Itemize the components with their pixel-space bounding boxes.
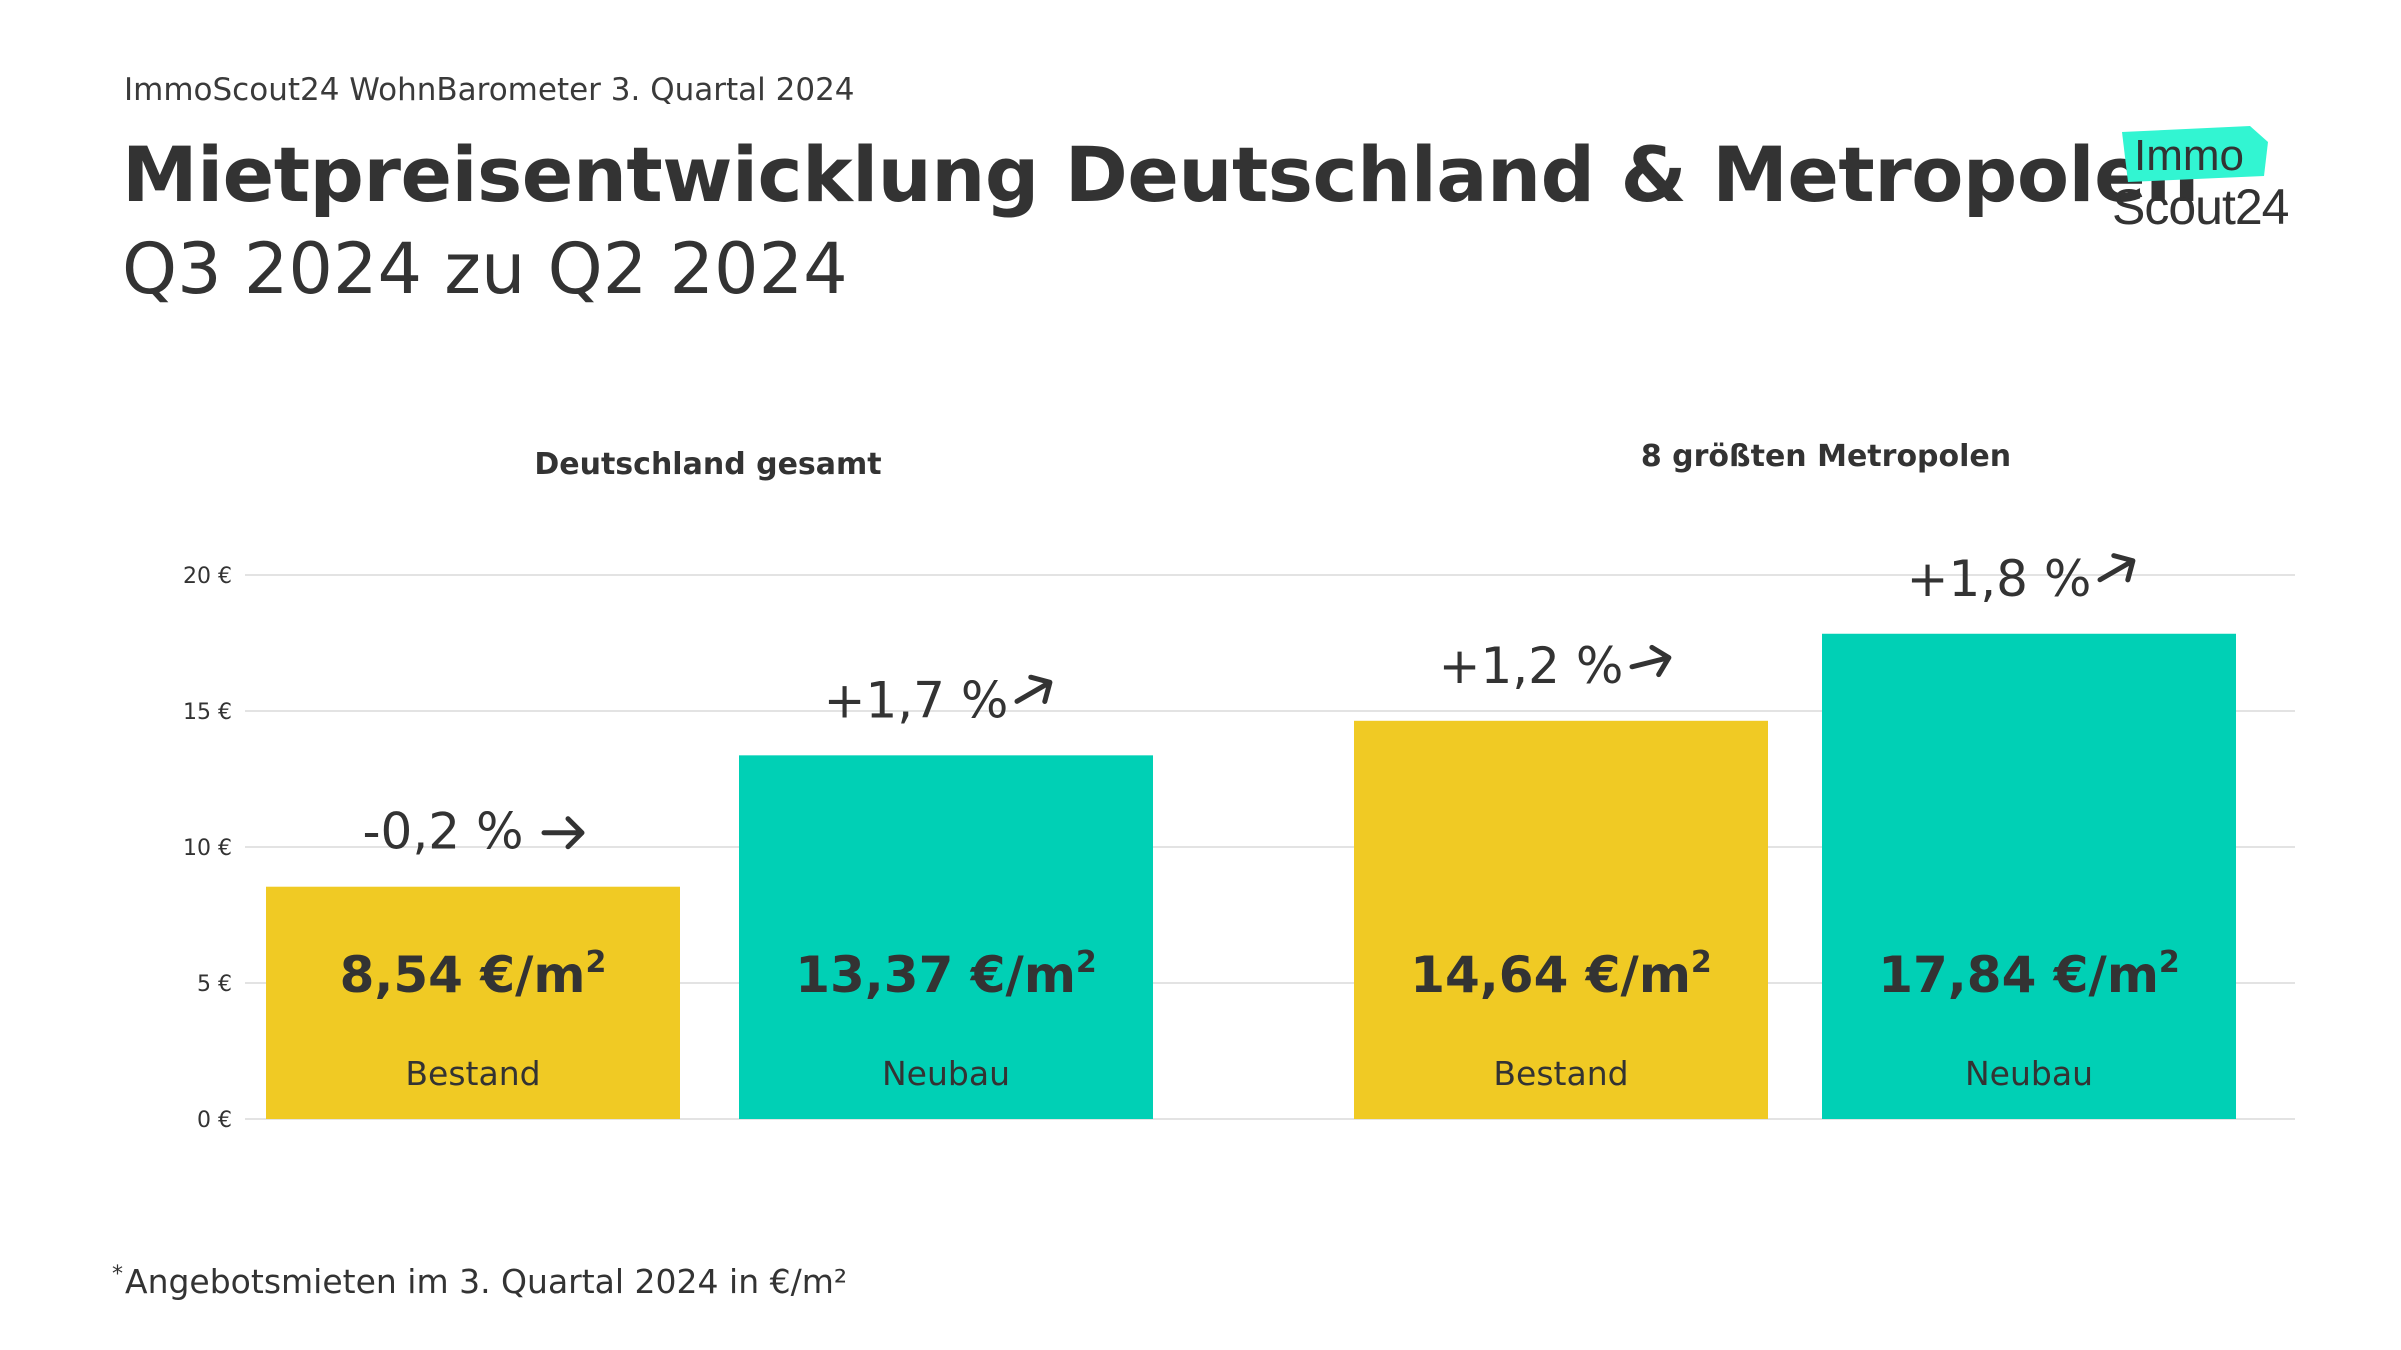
logo-text-scout24: Scout24: [2112, 179, 2289, 235]
bar: [739, 755, 1153, 1119]
group-title: Deutschland gesamt: [534, 447, 881, 482]
y-tick-label: 15 €: [183, 700, 232, 725]
y-tick-label: 20 €: [183, 564, 232, 589]
footnote: *Angebotsmieten im 3. Quartal 2024 in €/…: [112, 1262, 847, 1301]
group-title: 8 größten Metropolen: [1641, 439, 2011, 474]
y-tick-label: 5 €: [197, 972, 232, 997]
bar: [1822, 633, 2236, 1119]
change-label: -0,2 %: [363, 803, 524, 861]
category-label: Neubau: [882, 1054, 1010, 1093]
page-subtitle: Q3 2024 zu Q2 2024: [122, 228, 848, 310]
category-label: Bestand: [1493, 1054, 1628, 1093]
arrow-icon: [541, 816, 585, 850]
arrow-icon-path: [541, 816, 585, 850]
footnote-text: Angebotsmieten im 3. Quartal 2024 in €/m…: [125, 1262, 848, 1301]
arrow-icon: [2097, 553, 2136, 583]
logo-accent-shape: [2122, 126, 2268, 182]
bar-value-label: 17,84 €/m2: [1878, 945, 2180, 1004]
bar-value-label: 8,54 €/m2: [340, 945, 607, 1004]
arrow-icon-path: [1014, 674, 1053, 704]
footnote-marker: *: [112, 1262, 123, 1287]
y-tick-label: 0 €: [197, 1108, 232, 1133]
category-label: Bestand: [405, 1054, 540, 1093]
arrow-icon: [1629, 644, 1672, 678]
immoscout24-logo: Immo Scout24: [2112, 126, 2290, 235]
change-label: +1,8 %: [1907, 550, 2092, 608]
supertitle: ImmoScout24 WohnBarometer 3. Quartal 202…: [124, 72, 855, 108]
logo-text-immo: Immo: [2134, 131, 2244, 180]
arrow-icon-path: [1629, 644, 1672, 678]
bar: [1354, 720, 1768, 1119]
category-label: Neubau: [1965, 1054, 2093, 1093]
bar-value-label: 14,64 €/m2: [1410, 945, 1712, 1004]
arrow-icon-path: [2097, 553, 2136, 583]
bar: [266, 886, 680, 1119]
y-tick-label: 10 €: [183, 836, 232, 861]
change-label: +1,7 %: [824, 671, 1009, 729]
change-label: +1,2 %: [1439, 637, 1624, 695]
arrow-icon: [1014, 674, 1053, 704]
bar-value-label: 13,37 €/m2: [795, 945, 1097, 1004]
page-title: Mietpreisentwicklung Deutschland & Metro…: [122, 130, 2199, 219]
